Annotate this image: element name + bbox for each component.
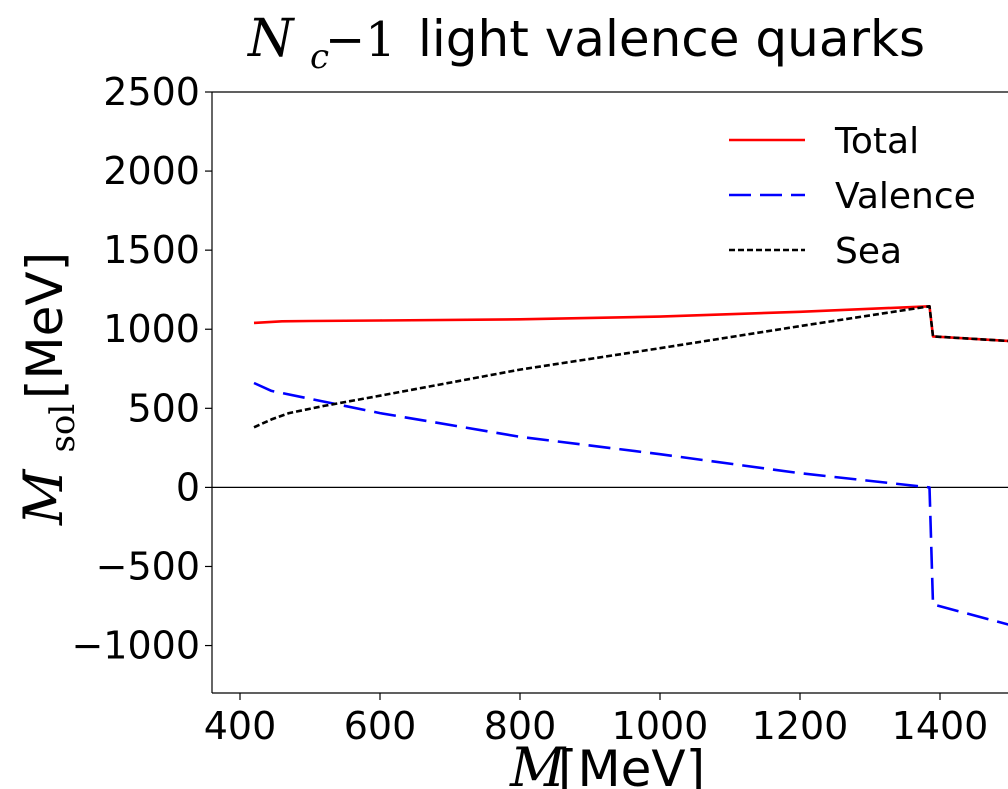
svg-text:N c: N c [246, 9, 329, 77]
plot-area [211, 91, 1008, 694]
series-group [253, 304, 1008, 626]
y-axis-label: M sol [MeV] [12, 252, 83, 526]
xlabel-unit: [MeV] [558, 740, 705, 789]
ylabel-math-subscript: sol [43, 404, 83, 453]
x-tick-label: 400 [204, 704, 277, 748]
x-tick-label: 1000 [612, 704, 709, 748]
svg-text:M sol: M sol [12, 404, 83, 526]
axis-ticks: 400 600 800 1000 1200 1400 −1000 −500 0 500 1000 15… [71, 70, 988, 748]
y-tick-label: 0 [176, 465, 200, 509]
legend-label-total: Total [834, 121, 919, 162]
title-math-subscript: c [310, 37, 329, 77]
series-line-valence [253, 381, 1008, 626]
legend-label-sea: Sea [835, 231, 902, 272]
y-tick-label: −500 [96, 544, 200, 588]
x-tick-label: 600 [344, 704, 417, 748]
y-tick-label: 1000 [103, 307, 200, 351]
y-tick-label: −1000 [71, 624, 200, 668]
legend-label-valence: Valence [835, 176, 976, 217]
x-tick-label: 800 [484, 704, 557, 748]
chart-title: N c −1 light valence quarks [246, 9, 925, 77]
y-tick-label: 500 [127, 386, 200, 430]
x-axis-label: M [MeV] [509, 736, 705, 789]
title-math-expr: −1 [325, 12, 396, 68]
series-line-sea [253, 304, 1008, 429]
x-tick-label: 1200 [752, 704, 849, 748]
ylabel-math-symbol: M [12, 468, 75, 526]
legend: Total Valence Sea [729, 121, 976, 272]
y-tick-label: 1500 [103, 228, 200, 272]
ylabel-unit: [MeV] [16, 252, 74, 399]
title-math-symbol: N [246, 9, 295, 69]
y-tick-label: 2000 [103, 149, 200, 193]
y-tick-label: 2500 [103, 70, 200, 114]
title-text: light valence quarks [418, 10, 925, 68]
x-tick-label: 1400 [892, 704, 989, 748]
xlabel-math-symbol: M [509, 736, 567, 789]
